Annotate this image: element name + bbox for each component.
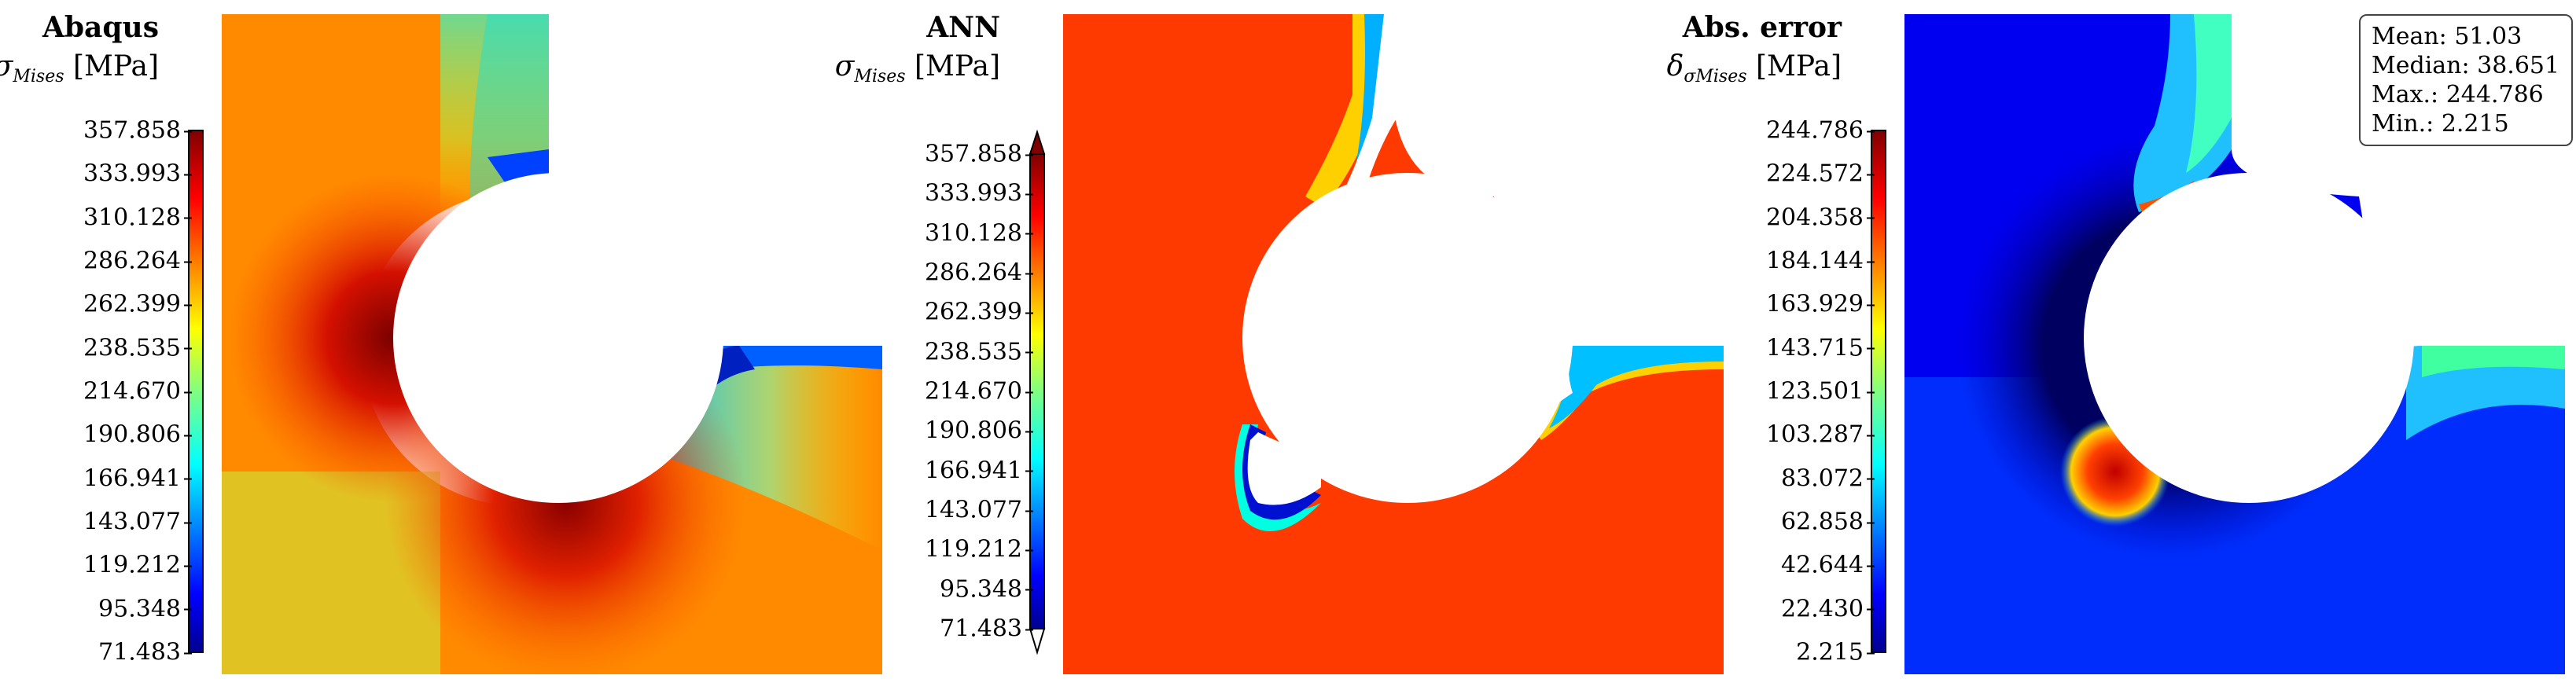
tick-label: 123.501 (1765, 377, 1875, 406)
tick-label: 224.572 (1765, 160, 1875, 188)
panel-ann: ANN σMises [MPa] (835, 0, 1683, 690)
panel-abaqus: Abaqus σMises [MPa] (0, 0, 841, 690)
colorbar-extension-bottom (1029, 628, 1046, 655)
tick-label: 143.715 (1765, 334, 1875, 362)
tick-label: 310.128 (83, 204, 193, 232)
tick-label: 262.399 (83, 290, 193, 318)
tick-label: 357.858 (924, 140, 1034, 168)
tick-label: 238.535 (83, 334, 193, 362)
quantity-label: δσMises [MPa] (1666, 50, 1842, 87)
tick-label: 184.144 (1765, 247, 1875, 275)
quantity-label: σMises [MPa] (0, 50, 159, 87)
tick-label: 310.128 (924, 219, 1034, 248)
tick-label: 71.483 (98, 638, 192, 666)
stat-min: Min.: 2.215 (2372, 110, 2509, 138)
colorbar-ticks-error: 244.786 224.572 204.358 184.144 163.929 … (1706, 117, 1875, 666)
tick-label: 103.287 (1765, 420, 1875, 449)
panel-title: Abaqus (42, 11, 159, 44)
tick-label: 190.806 (924, 417, 1034, 445)
tick-label: 286.264 (924, 259, 1034, 287)
colorbar-extension-top (1029, 129, 1046, 155)
tick-label: 286.264 (83, 247, 193, 275)
tick-label: 83.072 (1781, 464, 1875, 493)
tick-label: 333.993 (83, 160, 193, 188)
tick-label: 357.858 (83, 116, 193, 145)
tick-label: 71.483 (940, 615, 1033, 643)
tick-label: 214.670 (924, 377, 1034, 406)
tick-label: 2.215 (1796, 638, 1875, 666)
stat-mean: Mean: 51.03 (2372, 23, 2523, 50)
geometry-ann (1242, 14, 1726, 505)
panel-abs-error: Abs. error δσMises [MPa] (1667, 0, 2524, 690)
tick-label: 204.358 (1765, 204, 1875, 232)
quantity-label: σMises [MPa] (834, 50, 1000, 87)
error-stats-box: Mean: 51.03 Median: 38.651 Max.: 244.786… (2359, 14, 2573, 146)
tick-label: 22.430 (1781, 595, 1875, 623)
tick-label: 62.858 (1781, 508, 1875, 536)
stat-median: Median: 38.651 (2372, 52, 2560, 79)
tick-label: 238.535 (924, 338, 1034, 366)
tick-label: 143.077 (924, 496, 1034, 524)
stat-max: Max.: 244.786 (2372, 81, 2544, 108)
tick-label: 262.399 (924, 298, 1034, 326)
tick-label: 166.941 (83, 464, 193, 493)
tick-label: 42.644 (1781, 551, 1875, 579)
colorbar-ticks-ann: 357.858 333.993 310.128 286.264 262.399 … (865, 141, 1034, 643)
tick-label: 214.670 (83, 377, 193, 406)
tick-label: 119.212 (83, 551, 193, 579)
colorbar-ticks-abaqus: 357.858 333.993 310.128 286.264 262.399 … (24, 117, 193, 666)
tick-label: 95.348 (940, 575, 1033, 604)
tick-label: 143.077 (83, 508, 193, 536)
tick-label: 190.806 (83, 420, 193, 449)
tick-label: 166.941 (924, 457, 1034, 485)
tick-label: 95.348 (98, 595, 192, 623)
panel-title: ANN (926, 11, 1000, 44)
tick-label: 244.786 (1765, 116, 1875, 145)
panel-title: Abs. error (1682, 11, 1842, 44)
tick-label: 333.993 (924, 179, 1034, 207)
tick-label: 163.929 (1765, 290, 1875, 318)
tick-label: 119.212 (924, 535, 1034, 563)
geometry-abaqus (393, 14, 885, 503)
